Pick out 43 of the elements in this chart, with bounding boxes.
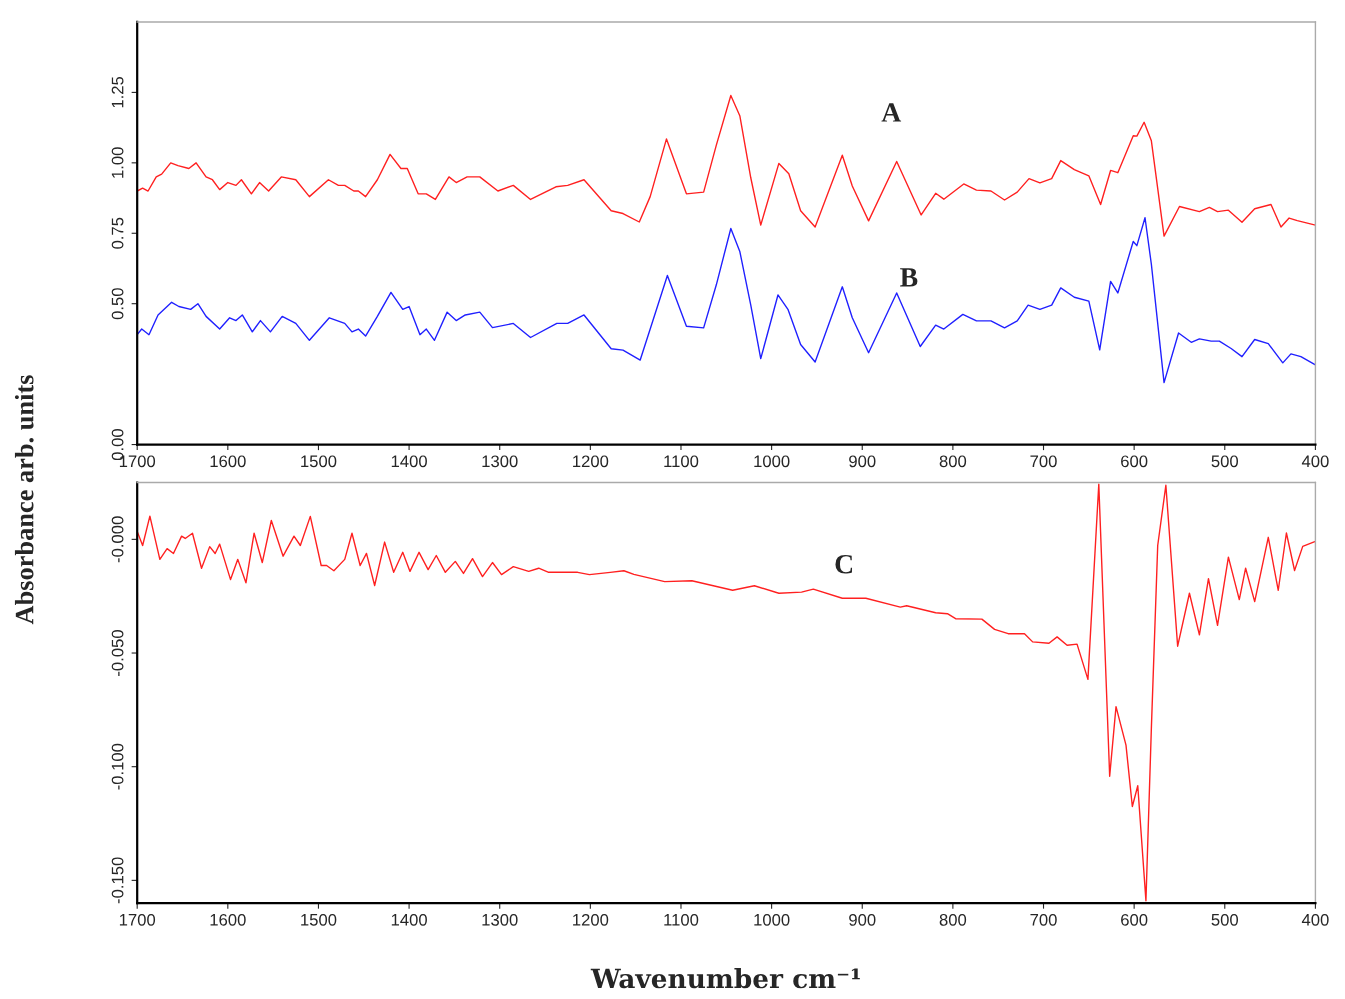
y-tick-label: 0.75: [111, 217, 124, 249]
x-tick-label: 1600: [210, 455, 246, 468]
line-series: [137, 483, 1316, 902]
x-tick-label: 1000: [754, 913, 790, 926]
y-tick-label: 1.00: [111, 147, 124, 178]
x-tick-label: 900: [849, 913, 876, 926]
annotation: B: [900, 268, 918, 287]
x-tick-label: 1300: [482, 913, 518, 926]
x-tick-label: 700: [1030, 913, 1057, 926]
line-series: [137, 217, 1316, 384]
x-tick-label: 1600: [210, 913, 246, 926]
x-tick-label: 1400: [391, 455, 427, 468]
annotation: A: [881, 103, 902, 122]
x-tick-label: 1200: [573, 455, 609, 468]
x-tick-label: 700: [1030, 455, 1057, 468]
x-tick-label: 1100: [664, 913, 699, 926]
x-tick-label: 1100: [664, 455, 699, 468]
y-tick-label: -0.000: [111, 516, 124, 563]
x-tick-label: 1300: [482, 455, 518, 468]
line-series: [137, 94, 1316, 237]
x-tick-label: 500: [1211, 455, 1239, 468]
x-tick-label: 500: [1211, 913, 1239, 926]
x-tick-label: 1000: [754, 455, 790, 468]
y-tick-label: 0.50: [111, 288, 124, 320]
x-tick-label: 800: [939, 913, 967, 926]
x-tick-label: 900: [849, 455, 876, 468]
y-tick-label: -0.100: [111, 743, 124, 790]
y-axis-title: Absorbance arb. units: [14, 375, 34, 625]
x-tick-label: 400: [1301, 913, 1329, 926]
x-tick-label: 1500: [301, 913, 337, 926]
x-tick-label: 600: [1121, 913, 1148, 926]
y-tick-label: -0.150: [111, 857, 124, 904]
x-tick-label: 800: [939, 455, 967, 468]
x-tick-label: 1500: [301, 455, 337, 468]
x-axis-title: Wavenumber cm⁻¹: [590, 967, 860, 989]
x-tick-label: 1200: [573, 913, 609, 926]
x-tick-label: 1700: [119, 913, 156, 926]
y-tick-label: 1.25: [111, 76, 124, 108]
x-tick-label: 600: [1121, 455, 1148, 468]
y-tick-label: -0.050: [111, 630, 124, 676]
x-tick-label: 1400: [391, 913, 427, 926]
annotation: C: [835, 554, 853, 574]
x-tick-label: 400: [1301, 455, 1329, 468]
